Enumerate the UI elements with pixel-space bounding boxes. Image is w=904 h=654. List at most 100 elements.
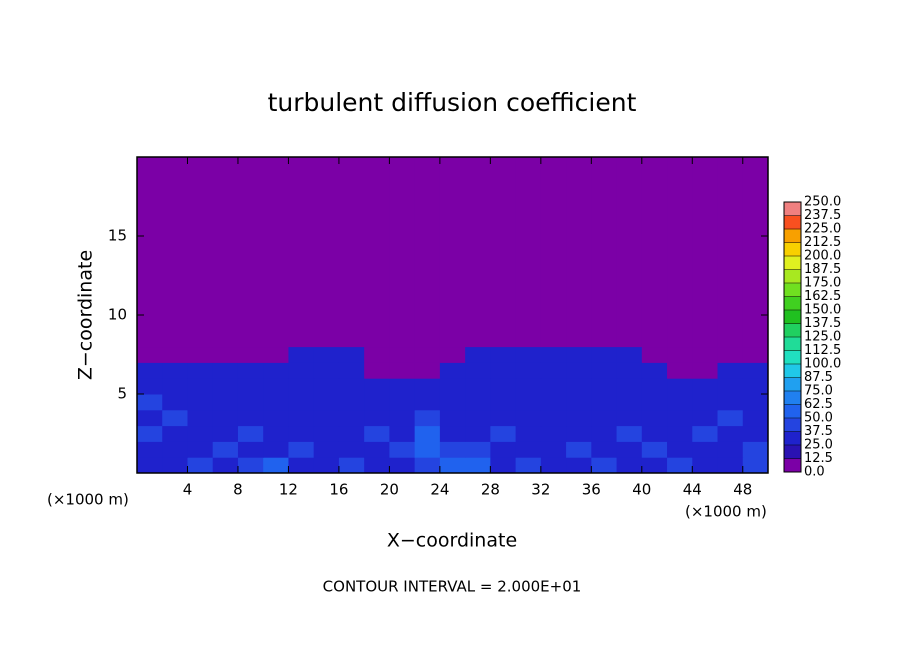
field-cell	[212, 409, 239, 427]
field-cell	[313, 362, 340, 379]
field-cell	[288, 394, 315, 411]
field-cell	[263, 394, 289, 411]
colorbar-segment	[784, 391, 801, 405]
field-cell	[616, 394, 643, 411]
field-cell	[187, 425, 214, 442]
field-cell	[540, 457, 567, 474]
field-cell	[566, 441, 592, 458]
field-cell	[439, 457, 466, 474]
field-cell	[137, 394, 163, 411]
colorbar-segment	[784, 296, 801, 311]
field-cell	[717, 346, 744, 363]
colorbar-label: 25.0	[804, 438, 833, 453]
field-cell	[465, 457, 491, 474]
field-cell	[389, 346, 416, 363]
field-cell	[137, 362, 163, 379]
field-cell	[187, 362, 214, 379]
field-cell	[288, 157, 315, 348]
field-cell	[389, 441, 416, 458]
field-cell	[212, 394, 239, 411]
field-cell	[742, 441, 769, 458]
field-cell	[540, 378, 567, 395]
field-cell	[338, 394, 365, 411]
field-cell	[187, 378, 214, 395]
x-tick-label: 4	[183, 481, 193, 499]
field-cell	[667, 394, 693, 411]
field-cell	[717, 157, 744, 348]
colorbar-segment	[784, 283, 801, 297]
colorbar-segment	[784, 418, 801, 432]
field-cell	[540, 362, 567, 379]
field-cell	[162, 346, 188, 363]
field-cell	[641, 425, 668, 442]
field-cell	[263, 157, 289, 348]
field-cell	[162, 457, 188, 474]
field-cell	[364, 157, 390, 348]
field-cell	[692, 425, 719, 442]
field-cell	[692, 157, 719, 348]
field-cell	[137, 425, 163, 442]
field-cell	[692, 409, 719, 427]
field-cell	[566, 378, 592, 395]
x-tick-label: 20	[380, 481, 399, 499]
field-cell	[162, 441, 188, 458]
field-cell	[540, 441, 567, 458]
field-cell	[616, 425, 643, 442]
field-cell	[667, 157, 693, 348]
field-cell	[439, 409, 466, 427]
field-cell	[717, 425, 744, 442]
field-cell	[137, 346, 163, 363]
field-cell	[364, 457, 390, 474]
field-cell	[515, 409, 542, 427]
colorbar-label: 50.0	[804, 411, 833, 426]
colorbar-segment	[784, 256, 801, 270]
field-cell	[439, 157, 466, 348]
field-cell	[389, 425, 416, 442]
field-cell	[742, 378, 769, 395]
field-cell	[237, 394, 264, 411]
field-cell	[288, 457, 315, 474]
field-cell	[566, 457, 592, 474]
colorbar-label: 112.5	[804, 343, 841, 358]
field-cell	[212, 346, 239, 363]
colorbar-segment	[784, 229, 801, 243]
field-cell	[641, 346, 668, 363]
field-cell	[667, 425, 693, 442]
field-cell	[414, 425, 441, 442]
field-cell	[641, 362, 668, 379]
field-cell	[162, 425, 188, 442]
field-cell	[616, 362, 643, 379]
field-cell	[389, 457, 416, 474]
field-cell	[212, 362, 239, 379]
field-cell	[742, 409, 769, 427]
field-cell	[515, 346, 542, 363]
colorbar-segment	[784, 404, 801, 419]
colorbar-label: 175.0	[804, 276, 841, 291]
field-cell	[237, 346, 264, 363]
field-cell	[566, 346, 592, 363]
field-cell	[641, 378, 668, 395]
field-cell	[692, 394, 719, 411]
field-cell	[439, 378, 466, 395]
colorbar-segment	[784, 364, 801, 378]
field-cell	[212, 441, 239, 458]
field-cell	[465, 157, 491, 348]
field-cell	[439, 362, 466, 379]
field-cell	[742, 425, 769, 442]
field-cell	[490, 394, 517, 411]
field-cell	[591, 409, 618, 427]
colorbar-label: 125.0	[804, 330, 841, 345]
field-cell	[566, 394, 592, 411]
field-cell	[667, 362, 693, 379]
field-cell	[263, 425, 289, 442]
field-cell	[389, 157, 416, 348]
field-cell	[288, 425, 315, 442]
field-cell	[212, 457, 239, 474]
field-cell	[187, 441, 214, 458]
field-cell	[616, 378, 643, 395]
field-cell	[187, 157, 214, 348]
field-cell	[591, 394, 618, 411]
x-tick-label: 24	[430, 481, 449, 499]
field-cell	[540, 409, 567, 427]
